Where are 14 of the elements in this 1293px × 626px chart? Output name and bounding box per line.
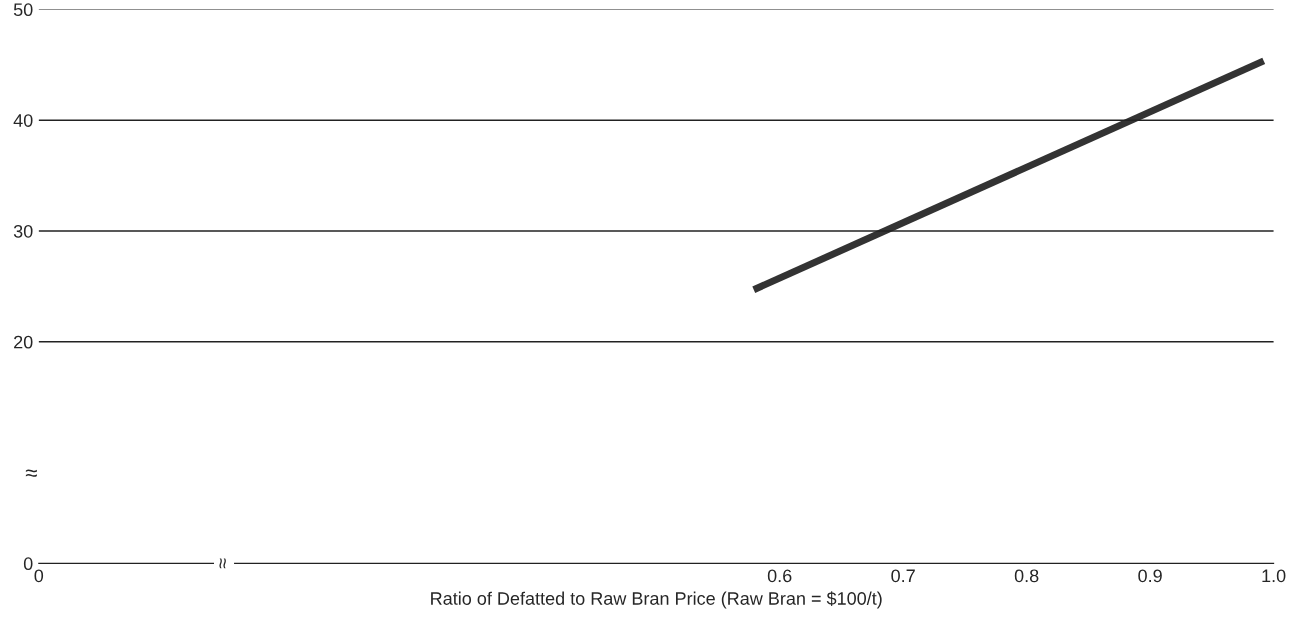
x-tick-label: 0.6 [767,569,792,583]
y-tick-label: 20 [14,335,33,349]
x-tick-label: 0 [34,569,44,583]
x-axis-title: Ratio of Defatted to Raw Bran Price (Raw Bran = $100/t) [431,591,882,609]
x-tick-label: 1.0 [1262,569,1286,583]
x-tick-label: 0.7 [891,569,915,583]
text: ≈ [25,469,37,477]
annotation: ≈ [219,558,226,569]
y-tick-label: 30 [13,224,33,238]
y-tick-label: 50 [13,3,33,17]
y-tick-label: 0 [23,557,33,571]
y-tick-label: 40 [13,114,33,127]
x-tick-label: 0.9 [1138,569,1162,583]
x-tick-label: 0.8 [1014,569,1039,583]
